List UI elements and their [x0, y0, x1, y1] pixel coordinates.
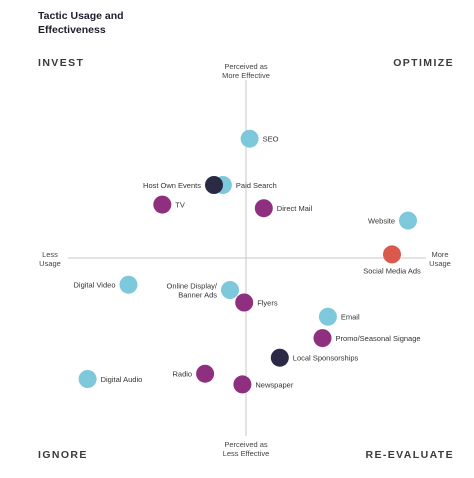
axis-label-left: Less Usage	[30, 250, 70, 268]
point-label-digital-audio: Digital Audio	[101, 375, 143, 384]
point-label-seo: SEO	[263, 135, 279, 144]
point-website	[399, 211, 417, 230]
point-label-local-sponsorships: Local Sponsorships	[293, 354, 359, 363]
point-host-own-events	[205, 176, 223, 194]
point-label-newspaper: Newspaper	[255, 380, 293, 389]
point-social-media-ads	[383, 245, 401, 264]
data-points: SEO Paid Search Host Own Events TV Direct Ma…	[74, 129, 421, 394]
point-local-sponsorships	[270, 348, 289, 367]
quadrant-label-optimize: OPTIMIZE	[393, 57, 454, 69]
axis-label-right-line-2: Usage	[429, 259, 451, 268]
point-radio	[196, 364, 215, 383]
point-label-email: Email	[341, 313, 360, 322]
chart-title: Tactic Usage and Effectiveness	[38, 9, 158, 37]
axis-label-right: More Usage	[420, 250, 460, 268]
point-label-paid-search: Paid Search	[236, 181, 277, 190]
axis-label-top: Perceived as More Effective	[206, 62, 286, 80]
chart-title-line-2: Effectiveness	[38, 24, 106, 36]
point-label-direct-mail: Direct Mail	[277, 204, 313, 213]
point-flyers	[235, 293, 254, 312]
axis-label-right-line-1: More	[431, 250, 449, 259]
point-newspaper	[233, 375, 252, 394]
point-label-tv: TV	[175, 201, 185, 210]
axis-label-top-line-2: More Effective	[222, 71, 270, 80]
point-seo	[240, 129, 259, 148]
point-label-online-display-banner-ads: Online Display/Banner Ads	[167, 282, 218, 300]
point-digital-video	[119, 275, 138, 294]
point-direct-mail	[254, 199, 273, 218]
point-promo-seasonal-signage	[313, 329, 332, 348]
point-online-display-banner-ads	[221, 281, 239, 299]
axis-label-left-line-1: Less	[42, 250, 58, 259]
quadrant-label-ignore: IGNORE	[38, 449, 88, 461]
chart-title-line-1: Tactic Usage and	[38, 10, 124, 22]
quadrant-label-invest: INVEST	[38, 57, 85, 69]
point-tv	[153, 195, 172, 214]
point-label-radio: Radio	[172, 370, 192, 379]
point-label-flyers: Flyers	[257, 299, 278, 308]
quadrant-label-re-evaluate: RE-EVALUATE	[365, 449, 454, 461]
point-label-digital-video: Digital Video	[74, 281, 116, 290]
point-label-host-own-events: Host Own Events	[143, 181, 201, 190]
point-label-website: Website	[368, 217, 395, 226]
point-label-social-media-ads: Social Media Ads	[363, 266, 421, 275]
point-digital-audio	[78, 370, 97, 388]
axis-label-bottom-line-1: Perceived as	[224, 440, 268, 449]
axis-label-left-line-2: Usage	[39, 259, 61, 268]
point-label-promo-seasonal-signage: Promo/Seasonal Signage	[336, 334, 421, 343]
point-email	[318, 307, 337, 326]
axis-label-bottom: Perceived as Less Effective	[206, 440, 286, 458]
axis-label-bottom-line-2: Less Effective	[222, 449, 270, 458]
axis-label-top-line-1: Perceived as	[224, 62, 268, 71]
